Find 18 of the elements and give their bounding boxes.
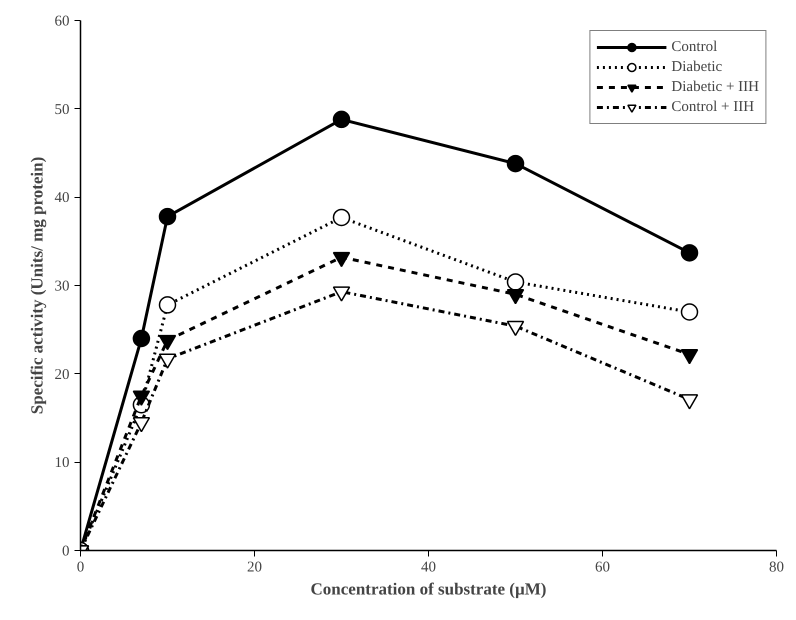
y-tick-label: 20 bbox=[54, 366, 70, 383]
legend-label: Diabetic + IIH bbox=[671, 78, 759, 96]
legend-label: Diabetic bbox=[671, 58, 722, 76]
y-tick-label: 50 bbox=[54, 102, 70, 118]
x-tick-label: 0 bbox=[76, 560, 84, 576]
x-tick-label: 60 bbox=[595, 560, 610, 576]
legend-label: Control + IIH bbox=[671, 98, 754, 116]
x-tick-label: 40 bbox=[421, 560, 436, 576]
x-tick-label: 20 bbox=[247, 560, 262, 576]
y-tick-label: 30 bbox=[54, 278, 70, 294]
y-axis-title: Specific activity (Units/ mg protein) bbox=[28, 156, 46, 414]
y-tick-label: 60 bbox=[54, 14, 70, 30]
y-tick-label: 0 bbox=[62, 544, 70, 560]
y-tick-label: 40 bbox=[54, 190, 70, 206]
legend-label: Control bbox=[671, 38, 718, 56]
x-axis-title: Concentration of substrate (µM) bbox=[310, 580, 546, 598]
x-tick-label: 80 bbox=[769, 560, 784, 576]
y-tick-label: 10 bbox=[54, 455, 70, 472]
